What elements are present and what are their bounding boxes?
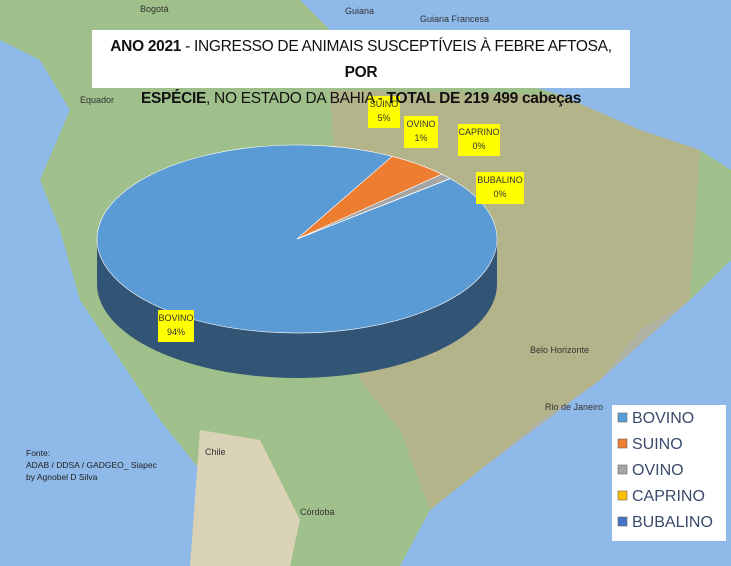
legend-label: CAPRINO [632,488,705,505]
legend-swatch [617,412,628,423]
data-label-box [404,116,438,148]
data-label-value: 0% [493,189,506,199]
chart-title: ANO 2021 - INGRESSO DE ANIMAIS SUSCEPTÍV… [92,30,630,107]
map-label: Belo Horizonte [530,345,589,355]
data-label-category: CAPRINO [458,127,499,137]
map-label: Chile [205,447,226,457]
map-label: Córdoba [300,507,335,517]
data-label-value: 5% [377,113,390,123]
legend-swatch [617,438,628,449]
title-segment: ANO 2021 [110,38,182,55]
slice-side [97,239,497,378]
title-segment: TOTAL DE 219 499 cabeças [386,90,582,107]
source-text: by Agnobel D Silva [26,472,98,482]
source-text: ADAB / DDSA / GADGEO_ Siapec [26,460,158,470]
legend-swatch [617,516,628,527]
legend-box [612,405,726,541]
legend-label: BOVINO [632,410,694,427]
title-segment: , NO ESTADO DA BAHIA - [206,90,387,107]
data-label-value: 0% [472,141,485,151]
title-line: ANO 2021 - INGRESSO DE ANIMAIS SUSCEPTÍV… [92,34,630,86]
title-line: ESPÉCIE, NO ESTADO DA BAHIA - TOTAL DE 2… [92,86,630,112]
data-label-box [158,310,194,342]
title-segment: POR [344,64,378,81]
map-label: Rio de Janeiro [545,402,603,412]
source-text: Fonte: [26,448,50,458]
legend-label: BUBALINO [632,514,713,531]
map-label: Guiana Francesa [420,14,489,24]
data-label-box [458,124,500,156]
map-label: Equador [80,95,114,105]
legend-label: SUINO [632,436,683,453]
data-label-value: 94% [167,327,185,337]
data-label-value: 1% [414,133,427,143]
title-segment: - INGRESSO DE ANIMAIS SUSCEPTÍVEIS À FEB… [181,38,612,55]
title-segment: ESPÉCIE [140,90,207,107]
map-label: Bogotá [140,4,169,14]
map-label: Guiana [345,6,374,16]
argentina [190,430,300,566]
legend-label: OVINO [632,462,684,479]
data-label-box [368,96,400,128]
data-label-category: OVINO [406,119,435,129]
data-label-box [476,172,524,204]
legend-swatch [617,464,628,475]
data-label-category: BUBALINO [477,175,523,185]
data-label-category: SUINO [370,99,399,109]
data-label-category: BOVINO [158,313,193,323]
legend-swatch [617,490,628,501]
